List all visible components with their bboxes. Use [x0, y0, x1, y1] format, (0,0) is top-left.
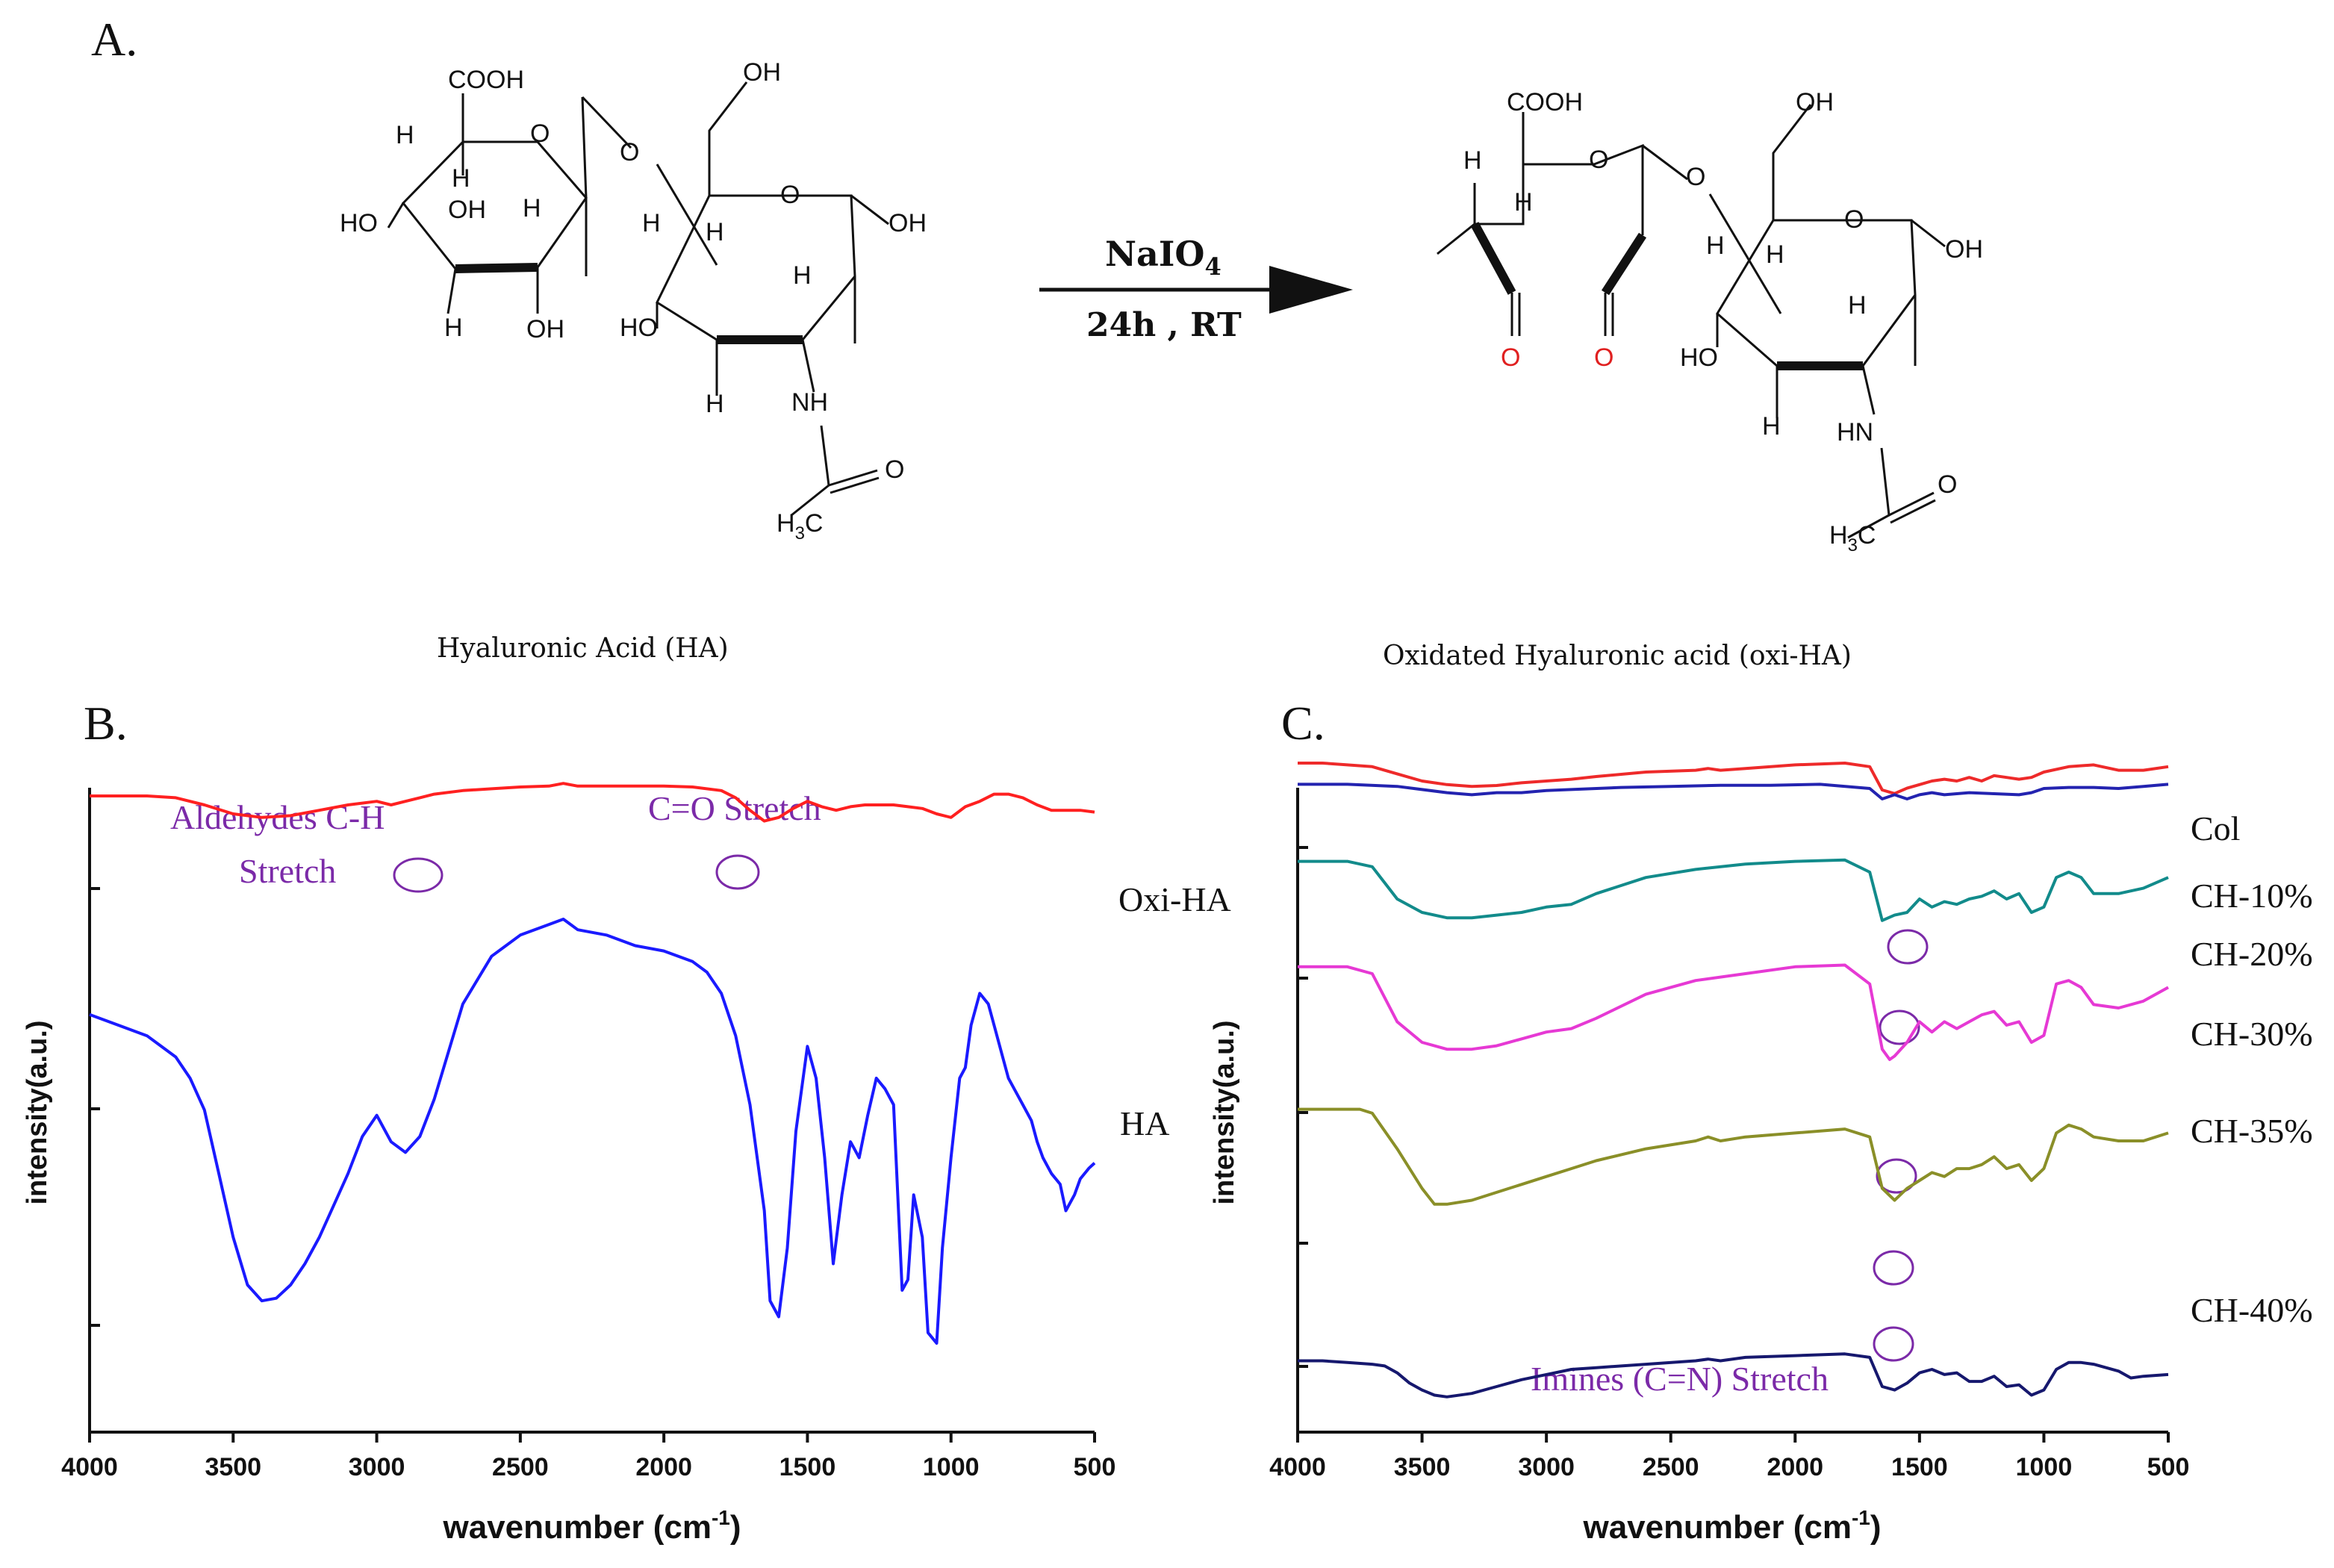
atom-o: O	[1938, 470, 1957, 499]
x-tick-label: 2000	[1767, 1453, 1823, 1481]
chart-b-y-title: intensity(a.u.)	[22, 1020, 53, 1204]
chart-c-label-ch35: CH-35%	[2191, 1112, 2313, 1150]
reaction-arrow-head	[1269, 266, 1353, 314]
x-tick-label: 4000	[1269, 1453, 1326, 1481]
reaction-scheme: COOH H H O HO OH H H OH O OH O OH H H H …	[340, 58, 1983, 671]
atom-h: H	[452, 164, 470, 193]
x-tick-label: 3000	[349, 1453, 405, 1481]
chart-b: intensity(a.u.) wavenumber (cm-1) Oxi-HA…	[22, 782, 1231, 1546]
atom-nh: NH	[791, 388, 828, 417]
atom-oh: OH	[448, 196, 486, 224]
x-tick-label: 500	[2147, 1453, 2190, 1481]
atom-h: H	[642, 209, 661, 237]
reactant-name: Hyaluronic Acid (HA)	[437, 633, 729, 664]
atom-h: H	[706, 390, 724, 418]
reactant-structure: COOH H H O HO OH H H OH O OH O OH H H H …	[340, 58, 927, 544]
chart-c-label-ch40: CH-40%	[2191, 1291, 2313, 1329]
chart-c-y-title: intensity(a.u.)	[1209, 1020, 1240, 1204]
chart-b-label-ha: HA	[1120, 1104, 1169, 1142]
atom-oh: OH	[743, 58, 781, 87]
series-line-ch-30-	[1298, 963, 2169, 1061]
atom-ho: HO	[1680, 343, 1718, 372]
reagent-label: NaIO4	[1105, 234, 1222, 281]
x-tick-label: 4000	[61, 1453, 118, 1481]
x-tick-label: 2500	[1643, 1453, 1699, 1481]
atom-h: H	[396, 121, 414, 149]
atom-h3c: H3C	[777, 509, 823, 544]
series-line-col	[1298, 762, 2169, 795]
atom-h: H	[1706, 231, 1725, 260]
series-line-ch-40-	[1298, 1352, 2169, 1399]
reaction-conditions: 24h , RT	[1086, 306, 1242, 344]
atom-h: H	[1514, 188, 1533, 217]
chart-b-x-title: wavenumber (cm-1)	[442, 1506, 741, 1546]
x-tick-label: 3500	[205, 1453, 261, 1481]
atom-o: O	[1589, 146, 1608, 174]
chart-c-annotation-circle	[1876, 1158, 1917, 1194]
chart-b-annotation-co-circle	[715, 854, 760, 890]
atom-o: O	[780, 181, 800, 209]
x-tick-label: 2000	[635, 1453, 692, 1481]
series-line-ch-35-	[1298, 1107, 2169, 1206]
chart-c-label-ch30: CH-30%	[2191, 1015, 2313, 1053]
atom-h3c: H3C	[1829, 521, 1876, 556]
chart-c-label-ch20: CH-20%	[2191, 935, 2313, 973]
atom-ho: HO	[340, 209, 378, 237]
atom-h: H	[1848, 291, 1867, 320]
atom-o: O	[620, 138, 639, 167]
atom-ho: HO	[620, 314, 658, 342]
atom-cooh: COOH	[448, 66, 524, 94]
panel-letter-b: B.	[84, 697, 128, 750]
atom-oh: OH	[889, 209, 927, 237]
atom-o: O	[530, 119, 550, 148]
atom-h: H	[523, 194, 541, 223]
atom-oh: OH	[1796, 88, 1834, 116]
chart-b-label-oxi-ha: Oxi-HA	[1118, 880, 1231, 918]
chart-c-annotation-circle	[1879, 1009, 1920, 1045]
atom-oh: OH	[1945, 235, 1983, 264]
chart-c-label-col: Col	[2191, 809, 2240, 847]
atom-o-aldehyde: O	[1501, 343, 1520, 372]
chart-c-label-ch10: CH-10%	[2191, 877, 2313, 915]
x-tick-label: 1500	[1891, 1453, 1948, 1481]
atom-h: H	[444, 314, 463, 342]
x-tick-label: 3000	[1518, 1453, 1575, 1481]
atom-h: H	[1762, 412, 1781, 441]
atom-hn: HN	[1837, 418, 1873, 447]
atom-oh: OH	[526, 315, 564, 343]
x-tick-label: 500	[1074, 1453, 1116, 1481]
x-tick-label: 3500	[1394, 1453, 1451, 1481]
chart-c-annotation-circle	[1873, 1250, 1914, 1286]
atom-h: H	[793, 261, 812, 290]
chart-b-annotation-aldehyde-circle	[393, 857, 444, 893]
chart-c: intensity(a.u.) wavenumber (cm-1) Col CH…	[1209, 762, 2313, 1546]
atom-o: O	[1844, 205, 1864, 234]
series-line-ch-10-	[1298, 783, 2169, 800]
atom-o-aldehyde: O	[1594, 343, 1613, 372]
x-tick-label: 1500	[779, 1453, 836, 1481]
atom-o: O	[885, 455, 904, 484]
panel-letter-c: C.	[1281, 697, 1325, 750]
chart-c-annotation-imines: Imines (C=N) Stretch	[1531, 1360, 1829, 1398]
x-tick-label: 2500	[492, 1453, 549, 1481]
panel-letter-a: A.	[91, 13, 137, 66]
chart-b-annotation-aldehyde-line2: Stretch	[239, 852, 336, 890]
atom-h: H	[1766, 240, 1784, 269]
atom-o: O	[1686, 163, 1705, 191]
series-line-ha	[89, 918, 1096, 1345]
chart-c-annotation-circle	[1873, 1326, 1914, 1362]
atom-h: H	[1463, 146, 1482, 175]
atom-h: H	[706, 218, 724, 246]
chart-c-annotation-circle	[1887, 929, 1929, 965]
x-tick-label: 1000	[2016, 1453, 2073, 1481]
product-name: Oxidated Hyaluronic acid (oxi-HA)	[1383, 641, 1852, 671]
product-structure: COOH H H O O O O OH O OH H H H HO H HN O…	[1437, 88, 1983, 556]
series-line-ch-20-	[1298, 858, 2169, 922]
x-tick-label: 1000	[923, 1453, 980, 1481]
atom-cooh: COOH	[1507, 88, 1583, 116]
chart-c-x-title: wavenumber (cm-1)	[1582, 1506, 1881, 1546]
series-line-oxi-ha	[90, 782, 1095, 823]
